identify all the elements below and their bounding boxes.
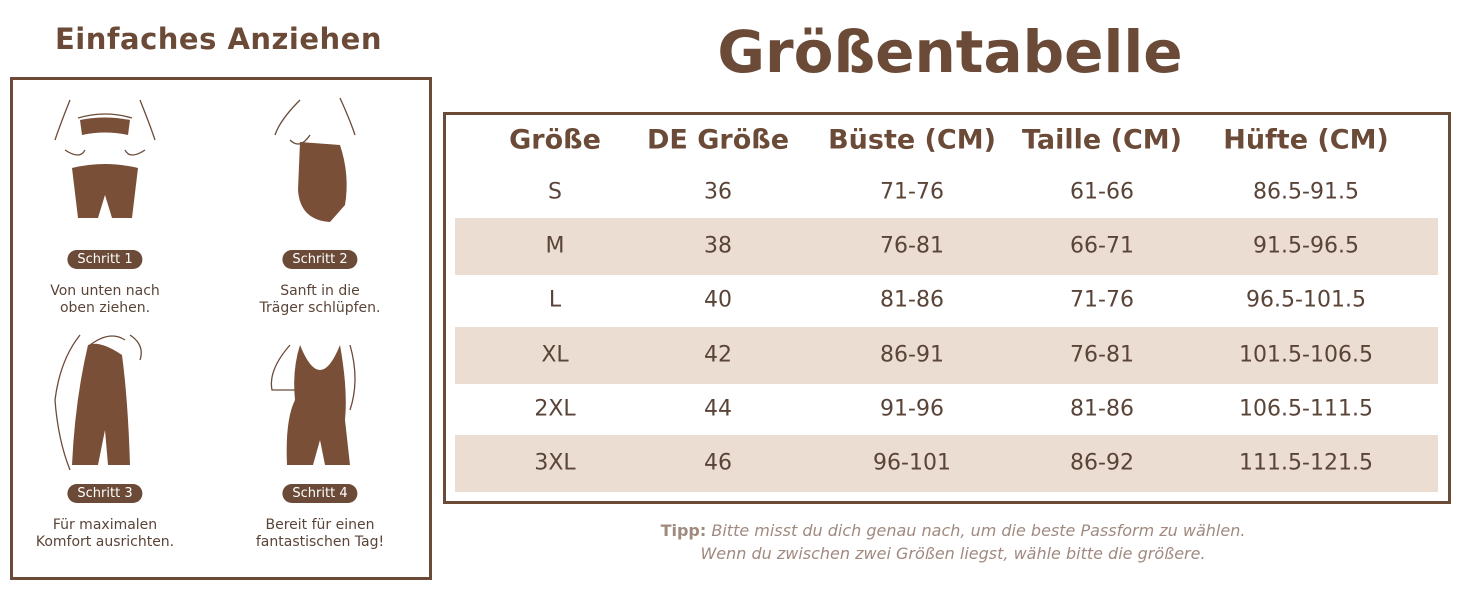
table-cell: 3XL: [534, 450, 576, 476]
table-cell: 86-91: [880, 342, 944, 368]
step-badge: Schritt 4: [282, 484, 358, 503]
step-text: Träger schlüpfen.: [259, 300, 381, 316]
table-cell: 96-101: [873, 450, 951, 476]
table-cell: 61-66: [1070, 179, 1134, 205]
table-header: Größe: [509, 124, 601, 156]
table-cell: L: [548, 287, 562, 313]
table-header: Hüfte (CM): [1223, 124, 1389, 156]
table-cell: 66-71: [1070, 233, 1134, 259]
table-cell: 36: [704, 179, 732, 205]
table-cell: 96.5-101.5: [1246, 287, 1366, 313]
table-cell: 76-81: [880, 233, 944, 259]
table-cell: 81-86: [1070, 396, 1134, 422]
table-cell: S: [548, 179, 562, 205]
table-cell: 40: [704, 287, 732, 313]
table-cell: 71-76: [880, 179, 944, 205]
table-cell: 38: [704, 233, 732, 259]
table-cell: 101.5-106.5: [1239, 342, 1373, 368]
table-header: Taille (CM): [1022, 124, 1182, 156]
step-text: oben ziehen.: [59, 300, 151, 316]
step-badge: Schritt 1: [67, 250, 143, 269]
table-cell: 71-76: [1070, 287, 1134, 313]
row-shade: [455, 218, 1438, 276]
tip-line: Wenn du zwischen zwei Größen liegst, wäh…: [700, 544, 1206, 563]
table-cell: 44: [704, 396, 732, 422]
table-cell: 111.5-121.5: [1239, 450, 1373, 476]
step-text: Sanft in die: [280, 283, 360, 299]
step-text: Bereit für einen: [265, 517, 375, 533]
step-text: Von unten nach: [50, 283, 160, 299]
step-text: Für maximalen: [52, 517, 158, 533]
table-cell: 106.5-111.5: [1239, 396, 1373, 422]
table-cell: 91.5-96.5: [1253, 233, 1359, 259]
table-cell: 81-86: [880, 287, 944, 313]
table-cell: 76-81: [1070, 342, 1134, 368]
row-shade: [455, 435, 1438, 492]
size-table: [443, 112, 1451, 504]
step-figures: [54, 97, 356, 471]
tip-line: Tipp: Bitte misst du dich genau nach, um…: [553, 521, 1353, 540]
step-badge: Schritt 3: [67, 484, 143, 503]
table-header: Büste (CM): [828, 124, 996, 156]
row-shade: [455, 326, 1438, 384]
table-cell: 42: [704, 342, 732, 368]
table-cell: 86.5-91.5: [1253, 179, 1359, 205]
table-cell: 86-92: [1070, 450, 1134, 476]
tip-label: Tipp:: [660, 521, 707, 540]
table-cell: 2XL: [534, 396, 576, 422]
table-header: DE Größe: [646, 124, 790, 156]
step-text: fantastischen Tag!: [255, 534, 385, 550]
table-cell: 91-96: [880, 396, 944, 422]
table-cell: 46: [704, 450, 732, 476]
right-title: Größentabelle: [717, 18, 1183, 86]
step-text: Komfort ausrichten.: [35, 534, 175, 550]
table-cell: XL: [541, 342, 569, 368]
step-badge: Schritt 2: [282, 250, 358, 269]
table-cell: M: [545, 233, 565, 259]
steps-box: [10, 77, 432, 580]
left-title: Einfaches Anziehen: [55, 22, 382, 56]
tip-text: Bitte misst du dich genau nach, um die b…: [711, 521, 1246, 540]
